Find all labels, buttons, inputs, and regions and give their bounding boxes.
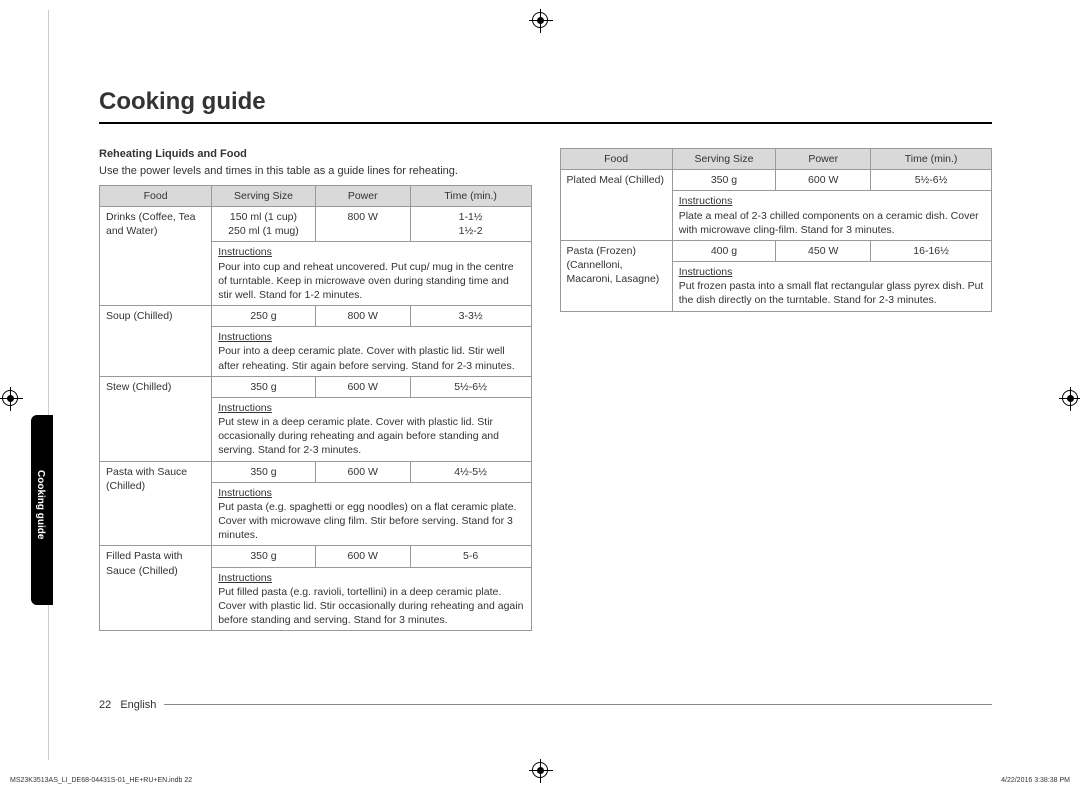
col-time: Time (min.): [410, 185, 531, 206]
col-serving: Serving Size: [212, 185, 316, 206]
table-header-row: Food Serving Size Power Time (min.): [100, 185, 532, 206]
col-food: Food: [560, 149, 672, 170]
cell-power: 800 W: [315, 306, 410, 327]
page-title: Cooking guide: [99, 88, 992, 124]
col-time: Time (min.): [871, 149, 992, 170]
cell-instructions: Instructions Put pasta (e.g. spaghetti o…: [212, 482, 531, 546]
cell-food: Pasta (Frozen) (Cannelloni, Macaroni, La…: [560, 240, 672, 311]
cell-serving: 350 g: [212, 376, 316, 397]
cell-serving: 400 g: [672, 240, 776, 261]
table-row: Drinks (Coffee, Tea and Water) 150 ml (1…: [100, 207, 532, 242]
table-header-row: Food Serving Size Power Time (min.): [560, 149, 992, 170]
cell-power: 600 W: [776, 170, 871, 191]
cell-time: 16-16½: [871, 240, 992, 261]
cell-time: 5½-6½: [410, 376, 531, 397]
table-row: Pasta with Sauce (Chilled) 350 g 600 W 4…: [100, 461, 532, 482]
table-row: Stew (Chilled) 350 g 600 W 5½-6½: [100, 376, 532, 397]
table-row: Pasta (Frozen) (Cannelloni, Macaroni, La…: [560, 240, 992, 261]
col-power: Power: [776, 149, 871, 170]
registration-mark-icon: [2, 390, 18, 406]
registration-mark-icon: [1062, 390, 1078, 406]
cell-serving: 350 g: [212, 546, 316, 567]
cell-instructions: Instructions Put frozen pasta into a sma…: [672, 262, 991, 312]
page-language: English: [120, 699, 156, 711]
cell-power: 600 W: [315, 376, 410, 397]
table-row: Soup (Chilled) 250 g 800 W 3-3½: [100, 306, 532, 327]
reheat-table-left: Food Serving Size Power Time (min.) Drin…: [99, 185, 532, 631]
cell-power: 450 W: [776, 240, 871, 261]
cell-food: Soup (Chilled): [100, 306, 212, 377]
cell-serving: 250 g: [212, 306, 316, 327]
cell-serving: 350 g: [672, 170, 776, 191]
cell-food: Drinks (Coffee, Tea and Water): [100, 207, 212, 306]
cell-power: 600 W: [315, 546, 410, 567]
table-row: Filled Pasta with Sauce (Chilled) 350 g …: [100, 546, 532, 567]
cell-time: 1-1½1½-2: [410, 207, 531, 242]
cell-power: 600 W: [315, 461, 410, 482]
footer: 22 English: [99, 699, 164, 711]
cell-instructions: Instructions Pour into a deep ceramic pl…: [212, 327, 531, 377]
cell-food: Pasta with Sauce (Chilled): [100, 461, 212, 546]
section-tab: Cooking guide: [31, 415, 53, 605]
cell-power: 800 W: [315, 207, 410, 242]
cell-time: 5-6: [410, 546, 531, 567]
cell-instructions: Instructions Put stew in a deep ceramic …: [212, 397, 531, 461]
reheat-table-right: Food Serving Size Power Time (min.) Plat…: [560, 148, 993, 312]
cell-instructions: Instructions Plate a meal of 2-3 chilled…: [672, 191, 991, 241]
cell-instructions: Instructions Pour into cup and reheat un…: [212, 242, 531, 306]
page-number: 22: [99, 699, 111, 711]
cell-serving: 150 ml (1 cup)250 ml (1 mug): [212, 207, 316, 242]
cell-time: 3-3½: [410, 306, 531, 327]
intro-text: Use the power levels and times in this t…: [99, 164, 532, 179]
cell-food: Stew (Chilled): [100, 376, 212, 461]
cell-serving: 350 g: [212, 461, 316, 482]
section-tab-label: Cooking guide: [35, 470, 46, 539]
cell-instructions: Instructions Put filled pasta (e.g. ravi…: [212, 567, 531, 631]
print-timestamp: 4/22/2016 3:38:38 PM: [1001, 777, 1070, 784]
col-power: Power: [315, 185, 410, 206]
cell-time: 5½-6½: [871, 170, 992, 191]
registration-mark-icon: [532, 762, 548, 778]
table-row: Plated Meal (Chilled) 350 g 600 W 5½-6½: [560, 170, 992, 191]
page-frame: Cooking guide Cooking guide Reheating Li…: [48, 10, 1032, 760]
cell-food: Plated Meal (Chilled): [560, 170, 672, 241]
print-file-info: MS23K3513AS_LI_DE68-04431S-01_HE+RU+EN.i…: [10, 777, 192, 784]
col-food: Food: [100, 185, 212, 206]
footer-rule: [119, 704, 992, 705]
subheading: Reheating Liquids and Food: [99, 148, 532, 160]
col-serving: Serving Size: [672, 149, 776, 170]
cell-food: Filled Pasta with Sauce (Chilled): [100, 546, 212, 631]
cell-time: 4½-5½: [410, 461, 531, 482]
